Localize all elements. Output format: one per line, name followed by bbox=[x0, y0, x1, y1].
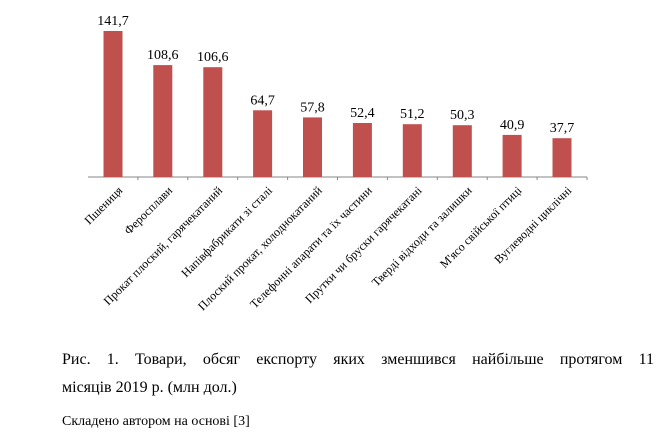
source-note: Складено автором на основі [3] bbox=[62, 414, 250, 429]
data-label: 51,2 bbox=[400, 107, 425, 122]
bar bbox=[203, 67, 223, 177]
data-label: 37,7 bbox=[550, 121, 575, 136]
caption-line-1: Рис. 1. Товари, обсяг експорту яких змен… bbox=[62, 351, 654, 368]
data-label: 64,7 bbox=[250, 93, 275, 108]
bar bbox=[502, 134, 522, 177]
bar bbox=[352, 123, 372, 177]
bar bbox=[303, 117, 322, 177]
bar bbox=[103, 31, 123, 177]
bar bbox=[452, 125, 472, 177]
category-label: Пшениця bbox=[81, 183, 125, 227]
data-label: 57,8 bbox=[300, 100, 325, 115]
data-label: 141,7 bbox=[97, 14, 129, 29]
bar bbox=[253, 110, 273, 177]
category-label: Феросплави bbox=[121, 183, 175, 237]
category-label: Тверді відходи та залишки bbox=[369, 183, 475, 289]
bar bbox=[552, 138, 572, 177]
data-label: 40,9 bbox=[500, 118, 525, 133]
caption-line-2: місяців 2019 р. (млн дол.) bbox=[62, 379, 237, 396]
data-label: 50,3 bbox=[450, 108, 475, 123]
data-label: 108,6 bbox=[147, 48, 179, 63]
data-label: 52,4 bbox=[350, 106, 375, 121]
category-label: М'ясо свійської птиці bbox=[437, 183, 525, 271]
bar bbox=[153, 65, 173, 177]
data-label: 106,6 bbox=[197, 50, 229, 65]
bar bbox=[402, 124, 422, 177]
bar-chart: 141,7 108,6 106,6 64,7 57,8 52,4 51,2 50,3 40,9 3… bbox=[81, 14, 588, 313]
category-label: Напівфабрикати зі сталі bbox=[178, 183, 275, 280]
figure-caption: Рис. 1. Товари, обсяг експорту яких змен… bbox=[62, 346, 654, 402]
